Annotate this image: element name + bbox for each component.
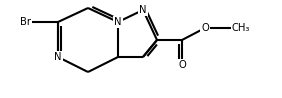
Text: N: N [114,17,122,27]
Text: O: O [201,23,209,33]
Text: N: N [54,52,62,62]
Text: O: O [178,60,186,70]
Text: N: N [139,5,147,15]
Text: Br: Br [20,17,31,27]
Text: CH₃: CH₃ [232,23,250,33]
